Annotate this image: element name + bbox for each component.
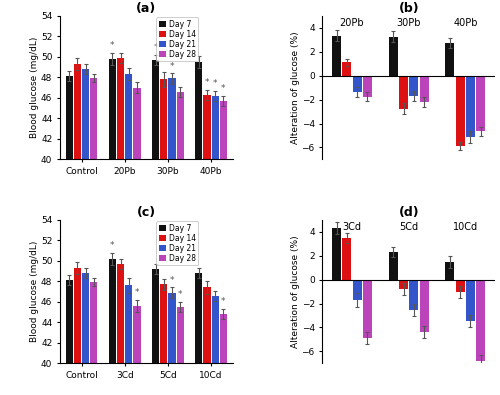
Text: 30Pb: 30Pb — [396, 18, 421, 28]
Bar — [82, 69, 90, 160]
Text: *: * — [178, 290, 182, 299]
Bar — [212, 296, 218, 363]
Bar — [410, 280, 418, 310]
Text: *: * — [204, 78, 209, 87]
Bar — [446, 261, 454, 280]
Bar — [420, 280, 428, 332]
Bar — [195, 273, 202, 363]
Text: *: * — [170, 276, 174, 285]
Legend: Day 7, Day 14, Day 21, Day 28: Day 7, Day 14, Day 21, Day 28 — [156, 17, 198, 61]
Bar — [456, 280, 464, 292]
Bar — [152, 269, 159, 363]
Bar — [66, 280, 73, 363]
Text: *: * — [170, 62, 174, 71]
Bar — [74, 64, 81, 160]
Bar — [176, 307, 184, 363]
Y-axis label: Alteration of glucose (%): Alteration of glucose (%) — [291, 31, 300, 144]
Bar — [332, 36, 341, 76]
Bar — [168, 78, 175, 160]
Bar — [410, 76, 418, 96]
Bar — [160, 79, 168, 160]
Text: 3Cd: 3Cd — [342, 222, 361, 232]
Bar — [66, 76, 73, 160]
Y-axis label: Alteration of glucose (%): Alteration of glucose (%) — [291, 235, 300, 348]
Bar — [352, 76, 362, 92]
Bar — [389, 252, 398, 280]
Legend: Day 7, Day 14, Day 21, Day 28: Day 7, Day 14, Day 21, Day 28 — [156, 221, 198, 265]
Title: (d): (d) — [398, 205, 419, 218]
Bar — [117, 58, 124, 160]
Bar — [134, 88, 140, 160]
Bar — [125, 74, 132, 160]
Text: *: * — [154, 43, 158, 52]
Bar — [204, 288, 210, 363]
Text: *: * — [110, 41, 114, 50]
Bar — [456, 76, 464, 146]
Bar — [82, 273, 90, 363]
Bar — [466, 76, 475, 137]
Bar — [363, 76, 372, 97]
Bar — [352, 280, 362, 300]
Bar — [220, 101, 227, 160]
Bar — [195, 62, 202, 160]
Bar — [125, 286, 132, 363]
Text: 10Cd: 10Cd — [453, 222, 478, 232]
Bar — [466, 280, 475, 321]
Bar — [476, 280, 485, 361]
Text: *: * — [213, 79, 218, 88]
Text: 20Pb: 20Pb — [340, 18, 364, 28]
Y-axis label: Blood glucose (mg/dL): Blood glucose (mg/dL) — [30, 241, 40, 342]
Bar — [74, 268, 81, 363]
Bar — [220, 314, 227, 363]
Bar — [212, 96, 218, 160]
Bar — [117, 264, 124, 363]
Bar — [476, 76, 485, 131]
Bar — [134, 306, 140, 363]
Text: *: * — [135, 288, 140, 297]
Text: 40Pb: 40Pb — [453, 18, 477, 28]
Bar — [160, 284, 168, 363]
Text: *: * — [110, 241, 114, 250]
Text: 5Cd: 5Cd — [399, 222, 418, 232]
Bar — [446, 43, 454, 76]
Bar — [176, 92, 184, 160]
Bar — [90, 78, 98, 160]
Text: *: * — [221, 297, 226, 307]
Bar — [363, 280, 372, 338]
Title: (a): (a) — [136, 2, 156, 15]
Title: (c): (c) — [136, 205, 156, 218]
Bar — [109, 59, 116, 160]
Bar — [90, 282, 98, 363]
Bar — [399, 76, 408, 109]
Title: (b): (b) — [398, 2, 419, 15]
Y-axis label: Blood glucose (mg/dL): Blood glucose (mg/dL) — [30, 37, 40, 138]
Bar — [168, 293, 175, 363]
Bar — [152, 60, 159, 160]
Bar — [332, 228, 341, 280]
Bar — [204, 95, 210, 160]
Text: *: * — [221, 84, 226, 93]
Bar — [109, 259, 116, 363]
Bar — [389, 37, 398, 76]
Bar — [342, 238, 351, 280]
Bar — [399, 280, 408, 289]
Bar — [342, 62, 351, 76]
Bar — [420, 76, 428, 102]
